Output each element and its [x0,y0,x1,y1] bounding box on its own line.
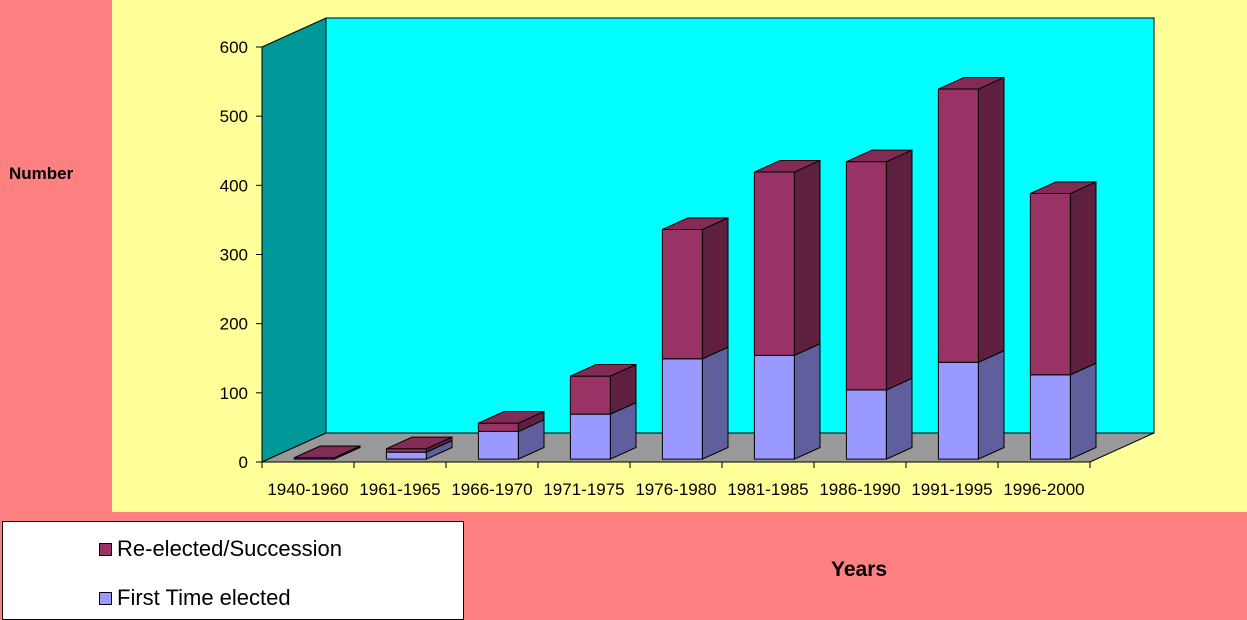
bar-side-first-time [977,349,1005,460]
bar-top-re-elected [662,217,729,230]
bar-side-first-time [885,377,913,460]
x-tick-label: 1940-1960 [267,480,348,499]
bar-re-elected [477,422,519,432]
bar-top-re-elected [846,149,913,163]
x-tick-label: 1981-1985 [727,480,808,499]
bar-re-elected [569,375,611,415]
back-wall [325,17,1155,434]
bar-side-first-time [793,342,821,460]
legend-item-re-elected: Re-elected/Succession [99,536,342,562]
y-tick-label: 0 [239,453,248,472]
bar-first-time [845,389,887,460]
bar-first-time [1029,374,1071,460]
legend-label-first-time: First Time elected [117,585,291,610]
x-tick-label: 1996-2000 [1003,480,1084,499]
bar-top-re-elected [478,411,545,424]
bar-side-re-elected [1069,181,1097,376]
side-wall [261,17,327,463]
x-tick-label: 1961-1965 [359,480,440,499]
bar-first-time [385,451,427,460]
bar-first-time [569,413,611,460]
x-tick-label: 1971-1975 [543,480,624,499]
x-tick-label: 1986-1990 [819,480,900,499]
bar-top-re-elected [294,445,361,459]
bar-re-elected [385,448,427,453]
bar-top-re-elected [1030,181,1097,194]
bar-re-elected [1029,193,1071,376]
bar-first-time [753,354,795,460]
bar-first-time [661,358,703,460]
bar-top-re-elected [570,364,637,377]
x-tick-label: 1976-1980 [635,480,716,499]
y-tick-label: 500 [220,107,248,126]
x-axis-label: Years [831,558,888,581]
bar-side-re-elected [977,76,1005,364]
y-tick-label: 600 [220,38,248,57]
y-tick-label: 100 [220,384,248,403]
y-tick-label: 400 [220,176,248,195]
bar-re-elected [845,161,887,391]
x-tick-label: 1966-1970 [451,480,532,499]
y-tick-label: 200 [220,315,248,334]
legend-item-first-time: First Time elected [99,585,291,611]
bar-side-re-elected [701,217,729,360]
legend-swatch-re-elected [99,542,112,556]
x-tick-label: 1991-1995 [911,480,992,499]
legend-swatch-first-time [99,591,112,605]
legend-label-re-elected: Re-elected/Succession [117,536,343,561]
bar-side-re-elected [885,149,913,391]
bar-re-elected [661,228,703,360]
bar-re-elected [937,88,979,363]
y-tick-label: 300 [220,246,248,265]
bar-first-time [477,430,519,460]
y-axis-label: Number [9,164,74,183]
bar-top-re-elected [386,436,453,450]
bar-top-re-elected [754,159,821,173]
legend: Re-elected/Succession First Time elected [2,521,464,620]
bar-top-re-elected [938,76,1005,90]
bar-side-first-time [701,346,729,460]
bar-re-elected [753,171,795,356]
bar-side-re-elected [793,159,821,357]
bar-first-time [937,361,979,460]
bar-side-first-time [1069,362,1097,460]
